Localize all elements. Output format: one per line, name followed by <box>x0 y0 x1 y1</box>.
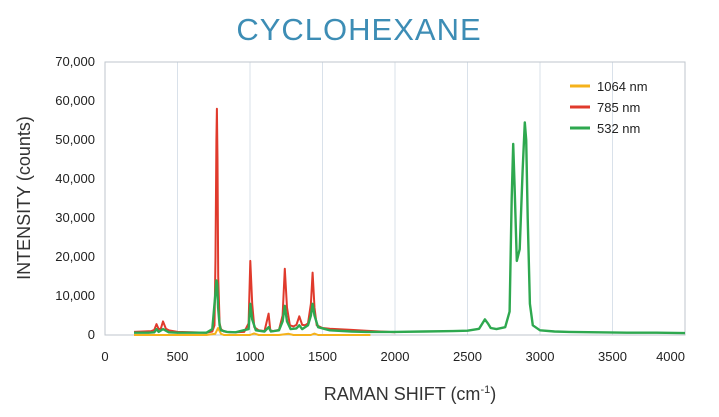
legend-label-532: 532 nm <box>597 121 640 136</box>
y-tick-label: 60,000 <box>55 93 95 108</box>
x-tick-label: 3000 <box>526 349 555 364</box>
chart-title: CYCLOHEXANE <box>236 12 481 47</box>
x-tick-label: 2000 <box>381 349 410 364</box>
y-tick-label: 50,000 <box>55 132 95 147</box>
x-tick-label: 500 <box>167 349 189 364</box>
legend: 1064 nm 785 nm 532 nm <box>570 79 648 136</box>
legend-label-785: 785 nm <box>597 100 640 115</box>
y-tick-label: 40,000 <box>55 171 95 186</box>
series-line-1064-nm <box>134 327 371 336</box>
x-tick-label: 3500 <box>598 349 627 364</box>
x-axis-ticks: 0 500 1000 1500 2000 2500 3000 3500 4000 <box>101 349 685 364</box>
y-axis-label: INTENSITY (counts) <box>14 116 34 280</box>
grid <box>177 62 613 335</box>
y-tick-label: 10,000 <box>55 288 95 303</box>
x-tick-label: 1500 <box>308 349 337 364</box>
x-tick-label: 4000 <box>656 349 685 364</box>
x-axis-label-main: RAMAN SHIFT (cm <box>324 384 481 404</box>
y-tick-label: 30,000 <box>55 210 95 225</box>
series-line-785-nm <box>133 107 396 334</box>
series-lines <box>133 107 686 336</box>
legend-label-1064: 1064 nm <box>597 79 648 94</box>
x-tick-label: 2500 <box>453 349 482 364</box>
plot-frame <box>104 61 686 336</box>
y-tick-label: 0 <box>88 327 95 342</box>
x-axis-label-superscript: -1 <box>480 384 490 396</box>
y-tick-label: 70,000 <box>55 54 95 69</box>
x-tick-label: 1000 <box>236 349 265 364</box>
x-axis-label-tail: ) <box>490 384 496 404</box>
x-tick-label: 0 <box>101 349 108 364</box>
y-axis-ticks: 0 10,000 20,000 30,000 40,000 50,000 60,000 70,… <box>55 54 95 342</box>
y-tick-label: 20,000 <box>55 249 95 264</box>
series-line-532-nm <box>134 121 686 335</box>
x-axis-label: RAMAN SHIFT (cm-1) <box>324 384 496 404</box>
